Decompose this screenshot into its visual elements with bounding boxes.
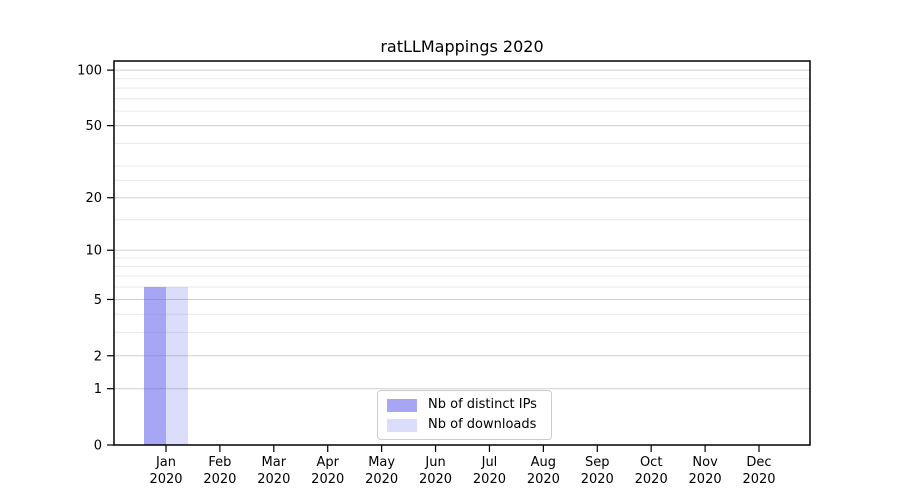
plot-border [113, 60, 811, 446]
chart-title: ratLLMappings 2020 [380, 37, 543, 56]
legend-item-downloads: Nb of downloads [387, 415, 537, 435]
y-tick-label: 50 [85, 119, 102, 134]
y-tick-label: 20 [85, 191, 102, 206]
x-tick-label-year: 2020 [689, 472, 722, 487]
x-tick-label-month: Nov [692, 455, 718, 470]
bar-nb-of-downloads-jan [166, 286, 188, 445]
x-tick-label-month: Feb [208, 455, 231, 470]
x-tick-label-year: 2020 [473, 472, 506, 487]
x-tick-label-year: 2020 [742, 472, 775, 487]
x-tick-label-year: 2020 [419, 472, 452, 487]
x-tick-label-month: May [368, 455, 395, 470]
x-tick-label-year: 2020 [365, 472, 398, 487]
legend-label-distinct-ips: Nb of distinct IPs [428, 397, 537, 412]
x-tick-label-month: Dec [746, 455, 771, 470]
legend-label-downloads: Nb of downloads [428, 417, 537, 432]
legend-swatch-downloads-icon [387, 418, 417, 432]
legend-swatch-distinct-ips-icon [387, 398, 417, 412]
x-tick-label-month: Sep [585, 455, 610, 470]
legend-item-distinct-ips: Nb of distinct IPs [387, 395, 537, 415]
y-tick-label: 100 [77, 64, 102, 79]
x-tick-label-month: Jan [155, 455, 176, 470]
x-tick-label-year: 2020 [581, 472, 614, 487]
x-tick-label-month: Apr [316, 455, 339, 470]
x-tick-label-month: Oct [640, 455, 662, 470]
y-tick-label: 5 [94, 293, 102, 308]
y-tick-label: 0 [94, 439, 102, 454]
y-tick-label: 10 [85, 244, 102, 259]
x-tick-label-year: 2020 [527, 472, 560, 487]
x-tick-label-month: Jul [481, 455, 498, 470]
y-tick-label: 1 [94, 382, 102, 397]
legend: Nb of distinct IPs Nb of downloads [377, 390, 552, 440]
bar-nb-of-distinct-ips-jan [144, 286, 166, 445]
x-tick-label-year: 2020 [311, 472, 344, 487]
x-tick-label-month: Mar [262, 455, 287, 470]
x-tick-label-year: 2020 [203, 472, 236, 487]
x-tick-label-month: Aug [531, 455, 556, 470]
x-tick-label-month: Jun [424, 455, 445, 470]
x-tick-label-year: 2020 [149, 472, 182, 487]
x-tick-label-year: 2020 [635, 472, 668, 487]
x-tick-label-year: 2020 [257, 472, 290, 487]
y-tick-label: 2 [94, 349, 102, 364]
